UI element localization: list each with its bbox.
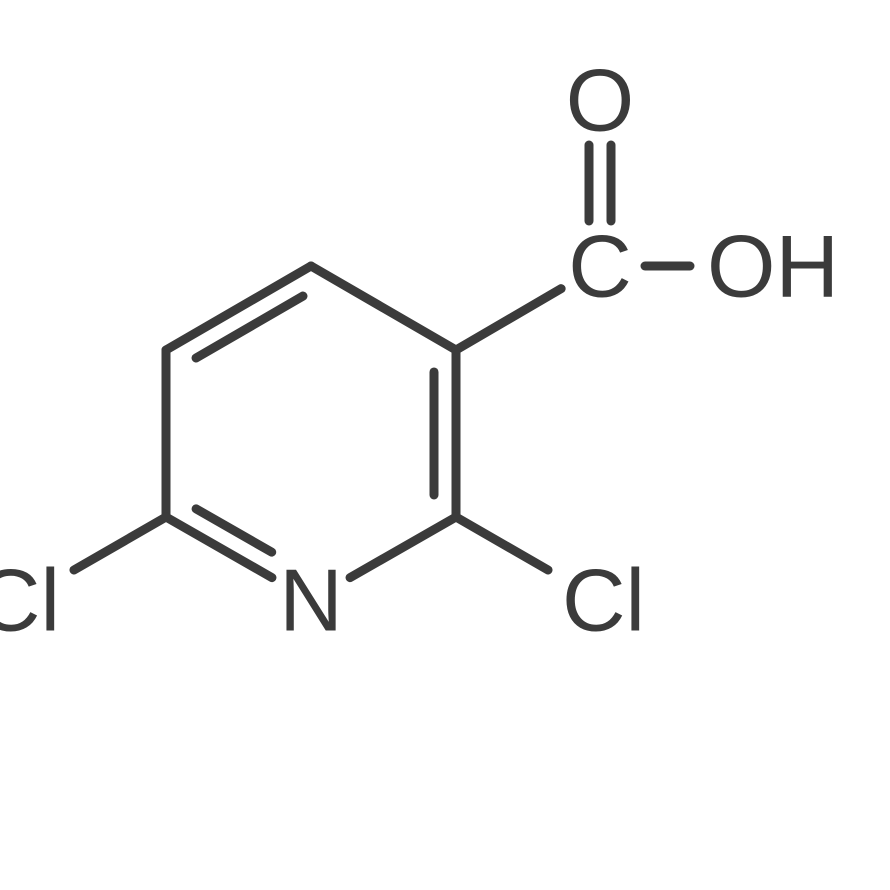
atom-label-c7: C <box>568 217 632 316</box>
atom-label-cl6: Cl <box>0 551 60 650</box>
molecule-diagram: N CO OH Cl Cl <box>0 0 890 890</box>
atom-labels-group: N CO OH Cl Cl <box>0 51 839 650</box>
atom-label-cl2: Cl <box>562 551 645 650</box>
atom-label-o8: O <box>566 51 634 150</box>
atom-label-n1: N <box>279 551 343 650</box>
atom-label-o9_oh: OH <box>707 217 839 316</box>
bonds-group <box>74 145 690 578</box>
